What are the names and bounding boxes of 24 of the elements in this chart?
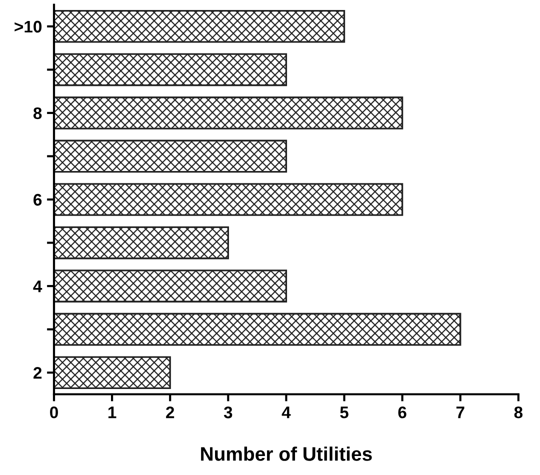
- x-tick-label: 8: [514, 406, 523, 418]
- bar: [54, 183, 404, 216]
- x-tick-label: 3: [224, 406, 232, 418]
- bar: [54, 270, 288, 302]
- y-tick-label: >10: [14, 20, 42, 33]
- bar: [54, 312, 462, 346]
- bar: [54, 356, 171, 390]
- y-tick-label: 2: [34, 367, 42, 379]
- bar: [54, 140, 288, 173]
- x-tick-label: 1: [108, 406, 116, 418]
- x-tick-label: 4: [282, 406, 291, 418]
- bar: [54, 226, 229, 260]
- x-tick-label: 5: [340, 406, 348, 418]
- bar: [54, 10, 346, 43]
- x-axis-title: Number of Utilities: [201, 446, 372, 461]
- y-tick-label: 8: [33, 107, 42, 120]
- x-tick-label: 6: [398, 406, 406, 418]
- bar: [54, 96, 404, 130]
- bar: [54, 53, 288, 86]
- y-tick-label: 4: [33, 280, 42, 292]
- y-tick-label: 6: [34, 194, 42, 206]
- x-tick-label: 7: [456, 406, 464, 418]
- x-tick-label: 0: [50, 406, 58, 418]
- x-tick-label: 2: [166, 406, 174, 418]
